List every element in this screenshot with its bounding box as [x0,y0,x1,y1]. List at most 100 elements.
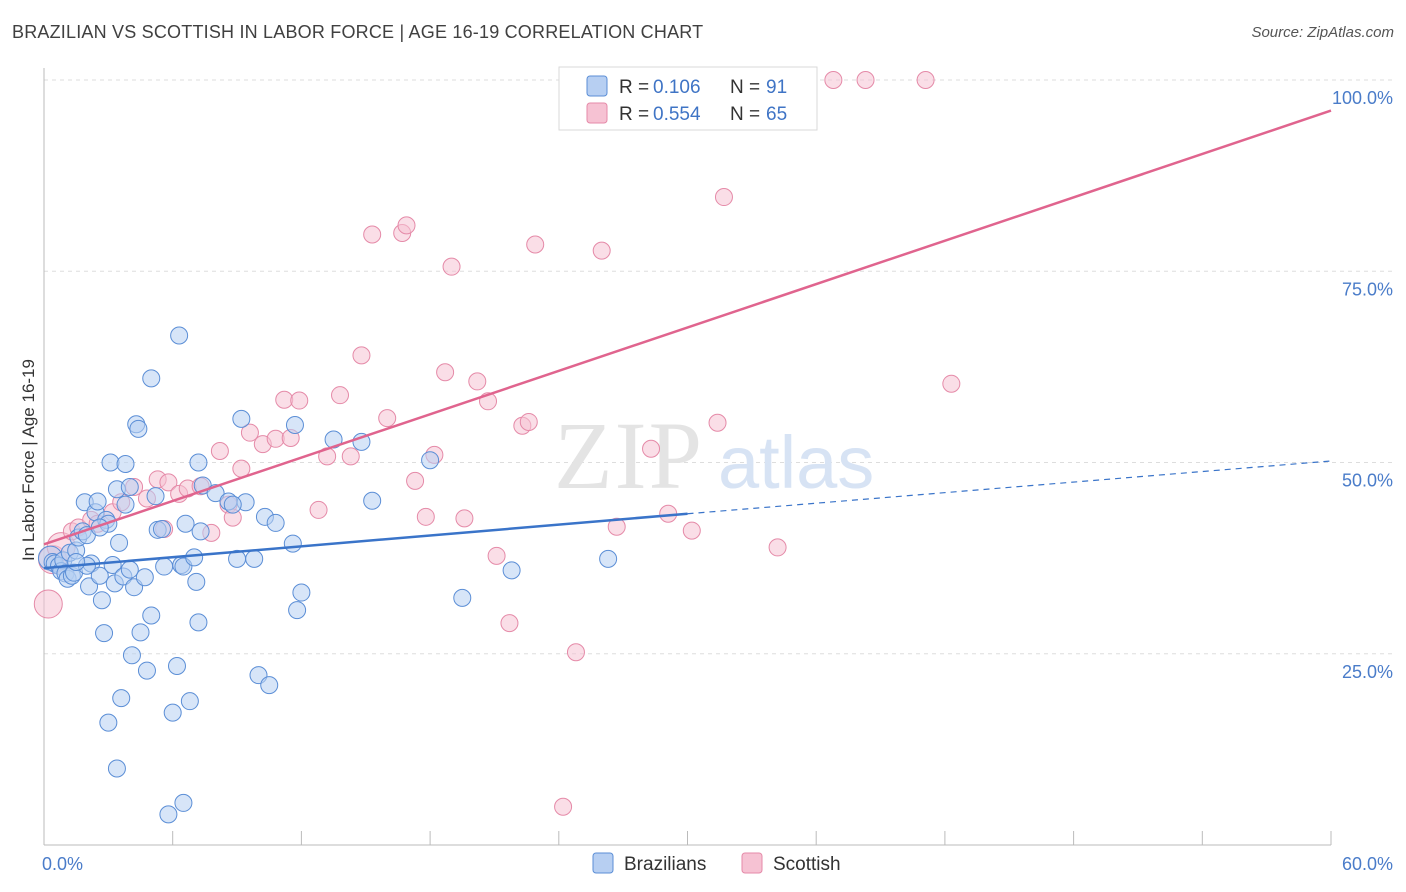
trend-lines [43,109,1332,570]
brazilian-point [292,583,311,602]
brazilian-point [189,453,208,472]
scottish-point [768,538,787,557]
bottom-legend-label-brazilians: Brazilians [624,854,706,875]
legend-n-value-scottish: 65 [766,104,787,125]
brazilian-point [174,793,193,812]
scottish-point [331,386,350,405]
scottish-point [916,71,935,89]
scottish-point [406,471,425,490]
brazilian-point [363,491,382,510]
scottish-point [159,473,178,492]
scottish-point [824,71,843,89]
legend-n-label-scottish: N = [730,104,760,125]
brazilian-point [176,514,195,533]
scottish-point [341,447,360,466]
brazilian-point [80,577,99,596]
brazilian-point [163,703,182,722]
brazilian-point [131,623,150,642]
bottom-legend-swatch-scottish [741,852,763,874]
legend-r-value-scottish: 0.554 [653,104,701,125]
brazilian-point [152,520,171,539]
y-axis-title: In Labor Force | Age 16-19 [19,359,38,561]
scottish-point [416,507,435,526]
brazilian-point [453,588,472,607]
brazilian-point [90,566,109,585]
scottish-point [275,390,294,409]
scottish-point [290,391,309,410]
brazilian-point [101,453,120,472]
brazilian-point [146,487,165,506]
scottish-point [378,409,397,428]
y-tick-label-3: 100.0% [1332,88,1393,108]
brazilian-point [288,601,307,620]
brazilian-point [116,495,135,514]
brazilian-point [283,534,302,553]
scottish-point [642,439,661,458]
brazilian-point [120,560,139,579]
brazilian-trend-extension [687,460,1332,515]
scottish-point [309,500,328,519]
brazilian-point [502,561,521,580]
brazilian-point [88,492,107,511]
brazilian-point [137,661,156,680]
legend-n-value-brazilians: 91 [766,77,787,98]
grid-lines [44,79,1392,655]
brazilian-point [285,416,304,435]
scottish-point [455,509,474,528]
scottish-point [519,412,538,431]
scottish-point [566,643,585,662]
brazilian-point [92,591,111,610]
scottish-point [554,797,573,816]
brazilian-point [129,419,148,438]
watermark-atlas: atlas [718,421,874,504]
brazilian-point [122,646,141,665]
y-tick-label-2: 75.0% [1342,279,1393,299]
bottom-legend: Brazilians Scottish [592,852,841,875]
scottish-point [33,589,63,619]
scottish-trend-line [43,109,1332,546]
y-tick-labels: 25.0% 50.0% 75.0% 100.0% [1332,88,1393,682]
brazilian-point [120,477,139,496]
legend: R = 0.106 N = 91 R = 0.554 N = 65 [558,66,818,131]
bottom-legend-label-scottish: Scottish [773,854,841,875]
scottish-point [240,423,259,442]
scottish-point [942,374,961,393]
scottish-point [210,442,229,461]
scottish-point [468,372,487,391]
brazilian-point [155,557,174,576]
scottish-point [607,517,626,536]
brazilian-trend-line [43,512,688,570]
brazilian-point [223,495,242,514]
brazilian-point [112,689,131,708]
brazilian-point [110,533,129,552]
brazilian-point [185,548,204,567]
legend-r-label-brazilians: R = [619,77,649,98]
bottom-legend-swatch-brazilians [592,852,614,874]
chart-title: BRAZILIAN VS SCOTTISH IN LABOR FORCE | A… [12,22,704,42]
brazilian-point [266,513,285,532]
brazilian-point [180,692,199,711]
brazilian-point [159,805,178,824]
scottish-point [442,257,461,276]
brazilian-point [599,549,618,568]
brazilian-points [37,326,618,824]
brazilian-point [107,759,126,778]
brazilian-point [116,455,135,474]
brazilian-point [142,369,161,388]
scottish-point [363,225,382,244]
brazilian-point [191,522,210,541]
scottish-point [500,614,519,633]
scottish-point [266,429,285,448]
scottish-point [352,346,371,365]
scottish-point [526,235,545,254]
brazilian-point [99,713,118,732]
scottish-point [592,241,611,260]
scottish-point [708,413,727,432]
brazilian-point [95,624,114,643]
scottish-point [397,216,416,235]
watermark-zip: ZIP [554,402,704,509]
scottish-point [682,521,701,540]
brazilian-point [189,613,208,632]
brazilian-point [232,409,251,428]
